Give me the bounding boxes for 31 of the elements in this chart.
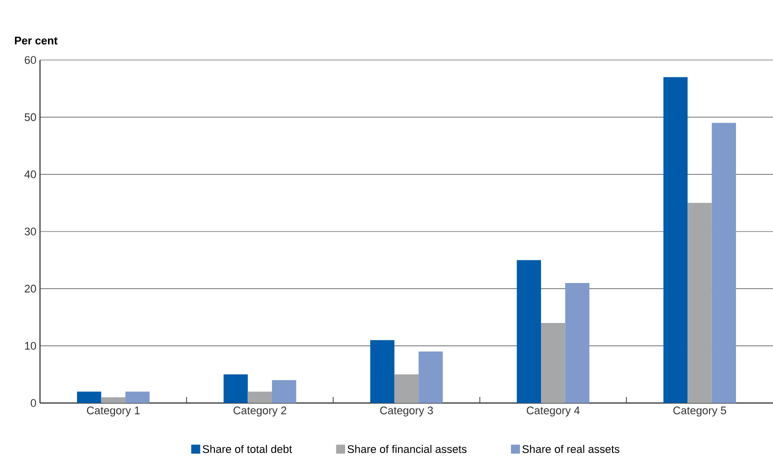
y-tick-label: 20	[24, 284, 36, 293]
bar	[712, 122, 736, 403]
x-tick-label: Category 5	[673, 406, 726, 416]
bar	[418, 352, 443, 403]
bar	[125, 392, 150, 403]
y-tick-label: 0	[30, 399, 36, 407]
y-axis-title: Per cent	[14, 36, 58, 44]
legend-label: Share of real assets	[522, 444, 620, 454]
y-tick-label: 10	[25, 342, 36, 350]
bar	[516, 260, 542, 403]
y-tick-label: 30	[24, 228, 36, 236]
x-tick-label: Category 1	[86, 406, 140, 416]
y-tick-label: 40	[24, 170, 36, 178]
bar	[663, 77, 688, 403]
bar	[77, 392, 102, 403]
y-tick-label: 50	[24, 113, 36, 122]
bar	[224, 374, 248, 403]
legend-label: Share of financial assets	[348, 444, 467, 454]
bar	[541, 322, 566, 403]
bar	[394, 374, 419, 403]
x-tick-label: Category 3	[380, 406, 433, 416]
bar	[565, 282, 590, 403]
bar	[248, 392, 272, 403]
x-tick-label: Category 2	[234, 406, 286, 416]
x-tick-label: Category 4	[526, 406, 580, 416]
bar	[370, 340, 394, 403]
bar	[272, 380, 296, 403]
y-tick-label: 60	[24, 56, 36, 64]
bar	[688, 202, 712, 403]
bar	[101, 397, 126, 403]
legend-label: Share of total debt	[202, 444, 292, 454]
